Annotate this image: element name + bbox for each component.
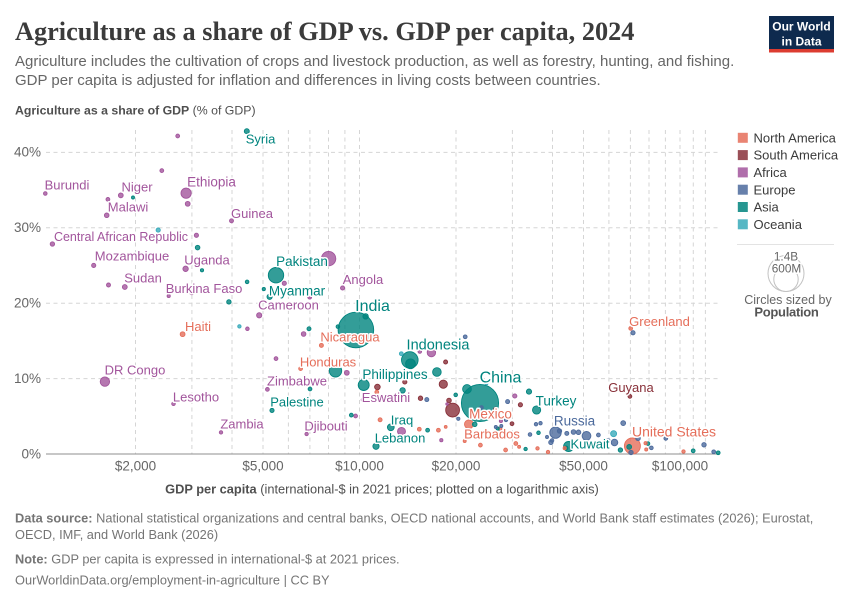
- svg-text:Ethiopia: Ethiopia: [187, 175, 236, 190]
- svg-text:Africa: Africa: [754, 165, 788, 180]
- svg-text:Oceania: Oceania: [754, 217, 803, 232]
- svg-text:20%: 20%: [14, 296, 41, 311]
- svg-text:Angola: Angola: [343, 272, 384, 287]
- svg-text:40%: 40%: [14, 145, 41, 160]
- svg-text:India: India: [355, 298, 390, 315]
- svg-text:Haiti: Haiti: [185, 319, 211, 334]
- svg-text:Burkina Faso: Burkina Faso: [166, 281, 243, 296]
- svg-text:Cameroon: Cameroon: [258, 298, 319, 313]
- svg-text:Sudan: Sudan: [124, 271, 162, 286]
- svg-text:Djibouti: Djibouti: [304, 419, 347, 434]
- svg-text:Honduras: Honduras: [300, 355, 357, 370]
- svg-text:Eswatini: Eswatini: [362, 390, 411, 405]
- svg-text:Russia: Russia: [554, 414, 596, 429]
- svg-text:Mozambique: Mozambique: [95, 249, 169, 264]
- svg-text:$10,000: $10,000: [335, 459, 384, 474]
- svg-text:Asia: Asia: [754, 200, 780, 215]
- svg-text:Pakistan: Pakistan: [276, 254, 328, 269]
- svg-text:Barbados: Barbados: [464, 427, 520, 442]
- svg-text:$50,000: $50,000: [559, 459, 608, 474]
- svg-text:OurWorldinData.org/employment-: OurWorldinData.org/employment-in-agricul…: [15, 573, 330, 588]
- svg-text:North America: North America: [754, 130, 837, 145]
- svg-text:Our World: Our World: [772, 20, 830, 34]
- svg-text:Myanmar: Myanmar: [269, 284, 326, 299]
- svg-text:GDP per capita (international-: GDP per capita (international-$ in 2021 …: [165, 482, 599, 497]
- svg-text:Burundi: Burundi: [45, 178, 90, 193]
- svg-text:Agriculture includes the culti: Agriculture includes the cultivation of …: [15, 53, 734, 70]
- svg-text:Philippines: Philippines: [362, 367, 428, 382]
- svg-text:Malawi: Malawi: [108, 200, 149, 215]
- svg-text:Data source: National statisti: Data source: National statistical organi…: [15, 511, 813, 526]
- svg-text:Note: GDP per capita is expres: Note: GDP per capita is expressed in int…: [15, 552, 400, 567]
- svg-text:Zambia: Zambia: [220, 417, 264, 432]
- svg-text:30%: 30%: [14, 220, 41, 235]
- svg-text:Niger: Niger: [121, 180, 153, 195]
- svg-text:DR Congo: DR Congo: [105, 363, 166, 378]
- svg-text:United States: United States: [632, 424, 716, 440]
- svg-text:Agriculture as a share of GDP: Agriculture as a share of GDP (% of GDP): [15, 104, 256, 118]
- svg-text:Agriculture as a share of GDP: Agriculture as a share of GDP vs. GDP pe…: [15, 17, 634, 46]
- svg-text:Lesotho: Lesotho: [173, 390, 219, 405]
- svg-text:Syria: Syria: [246, 132, 276, 147]
- svg-text:Central African Republic: Central African Republic: [54, 230, 188, 244]
- svg-text:Circles sized by: Circles sized by: [744, 293, 832, 307]
- svg-text:OECD, IMF, and World Bank (202: OECD, IMF, and World Bank (2026): [15, 527, 218, 542]
- svg-text:China: China: [480, 370, 522, 387]
- svg-text:10%: 10%: [14, 371, 41, 386]
- svg-text:$2,000: $2,000: [115, 459, 156, 474]
- svg-text:Nicaragua: Nicaragua: [320, 330, 380, 345]
- svg-text:Europe: Europe: [754, 182, 796, 197]
- svg-text:South America: South America: [754, 148, 839, 163]
- svg-text:Kuwait: Kuwait: [570, 437, 609, 452]
- svg-text:Lebanon: Lebanon: [375, 431, 426, 446]
- svg-text:Indonesia: Indonesia: [407, 338, 471, 354]
- svg-text:GDP per capita is adjusted for: GDP per capita is adjusted for inflation…: [15, 72, 601, 89]
- svg-text:$100,000: $100,000: [652, 459, 708, 474]
- svg-text:in Data: in Data: [781, 35, 821, 49]
- svg-text:Zimbabwe: Zimbabwe: [267, 374, 327, 389]
- svg-text:Turkey: Turkey: [536, 394, 577, 409]
- svg-text:Greenland: Greenland: [629, 314, 690, 329]
- svg-text:$20,000: $20,000: [432, 459, 481, 474]
- svg-text:$5,000: $5,000: [242, 459, 283, 474]
- svg-text:1.4B: 1.4B: [774, 250, 798, 264]
- svg-text:Population: Population: [754, 305, 819, 320]
- svg-text:Iraq: Iraq: [391, 413, 413, 428]
- svg-text:Guyana: Guyana: [608, 380, 654, 395]
- svg-text:Guinea: Guinea: [231, 206, 274, 221]
- svg-text:Palestine: Palestine: [270, 395, 323, 410]
- svg-text:600M: 600M: [772, 262, 802, 276]
- svg-text:Uganda: Uganda: [184, 253, 230, 268]
- svg-text:Mexico: Mexico: [469, 407, 512, 422]
- svg-text:0%: 0%: [21, 446, 41, 461]
